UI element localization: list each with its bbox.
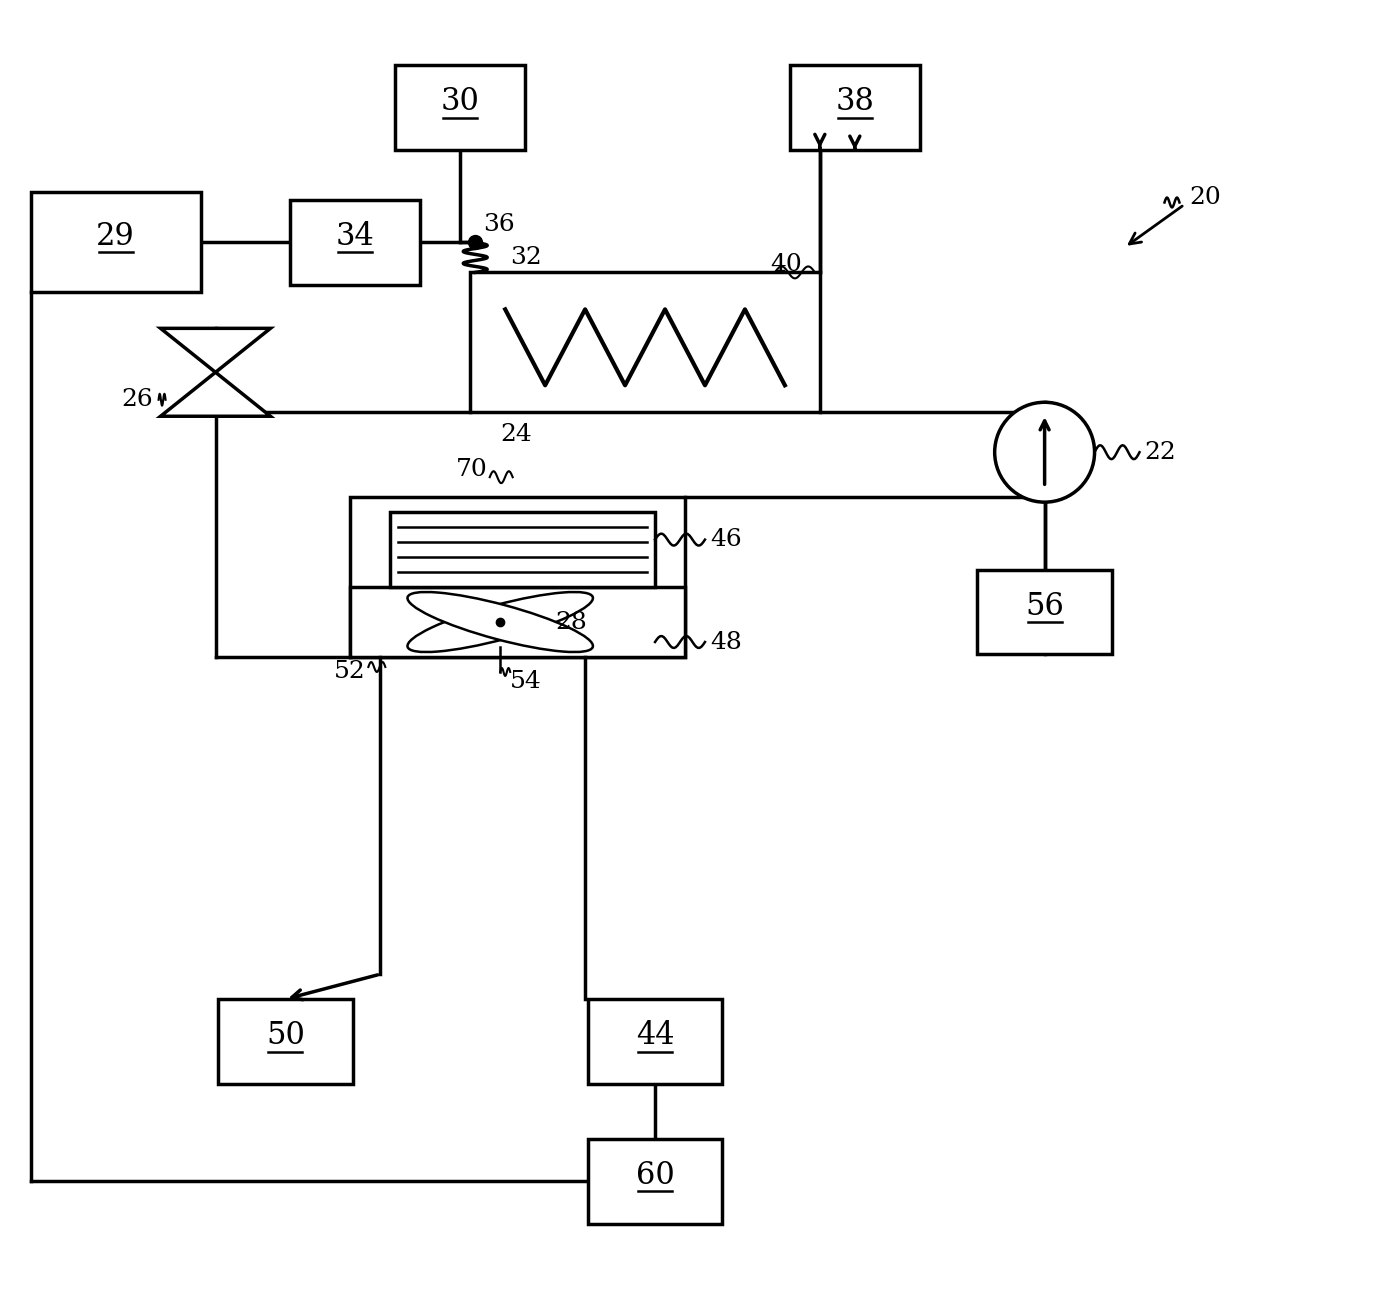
- Bar: [351, 497, 685, 658]
- Text: 22: 22: [1145, 441, 1176, 464]
- Text: 26: 26: [121, 389, 153, 411]
- Text: 44: 44: [636, 1021, 674, 1052]
- Ellipse shape: [407, 592, 593, 652]
- Bar: [471, 273, 820, 412]
- Bar: [351, 587, 685, 658]
- Ellipse shape: [407, 592, 593, 652]
- Text: 60: 60: [636, 1160, 674, 1191]
- Text: 48: 48: [710, 630, 742, 654]
- Text: 38: 38: [835, 87, 874, 118]
- Bar: [588, 999, 722, 1084]
- Text: 50: 50: [266, 1021, 305, 1052]
- Text: 40: 40: [771, 253, 802, 276]
- Bar: [588, 1140, 722, 1224]
- Bar: [217, 999, 352, 1084]
- Text: 24: 24: [501, 422, 533, 446]
- Text: 32: 32: [510, 245, 542, 269]
- Text: 70: 70: [455, 457, 487, 481]
- Text: 28: 28: [555, 611, 588, 633]
- Polygon shape: [161, 328, 271, 372]
- Bar: [977, 570, 1112, 655]
- Polygon shape: [161, 372, 271, 416]
- Text: 56: 56: [1025, 590, 1064, 621]
- Text: 20: 20: [1189, 186, 1222, 209]
- Text: 52: 52: [333, 660, 366, 683]
- Text: 29: 29: [96, 221, 135, 252]
- Bar: [391, 512, 655, 587]
- Bar: [290, 200, 420, 286]
- Text: 30: 30: [440, 87, 480, 118]
- Bar: [30, 193, 201, 292]
- Text: 36: 36: [483, 213, 515, 236]
- Bar: [790, 65, 919, 150]
- Circle shape: [995, 402, 1094, 503]
- Text: 54: 54: [510, 671, 542, 694]
- Text: 46: 46: [710, 528, 742, 552]
- Bar: [395, 65, 526, 150]
- Text: 34: 34: [336, 221, 374, 252]
